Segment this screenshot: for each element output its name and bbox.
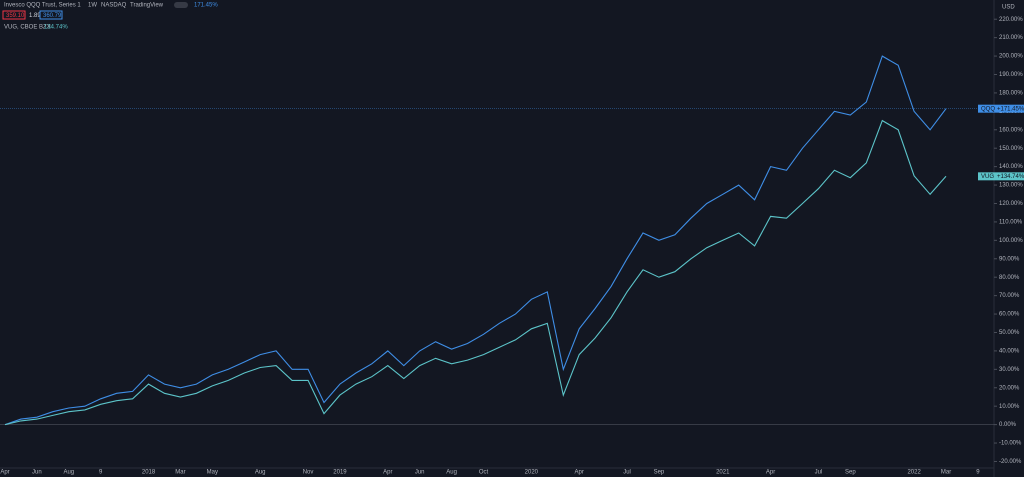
y-tick-label: 110.00% xyxy=(999,219,1023,225)
price-box xyxy=(39,10,63,20)
y-tick-label: 220.00% xyxy=(999,17,1023,23)
interval: 1W xyxy=(88,3,97,9)
y-tick-label: 120.00% xyxy=(999,201,1023,207)
y-tick-label: 190.00% xyxy=(999,72,1023,78)
price-label-value: +171.45% xyxy=(997,106,1024,112)
y-tick-label: 40.00% xyxy=(999,348,1020,354)
symbol: Invesco QQQ Trust, Series 1 xyxy=(4,3,81,9)
series-line xyxy=(4,119,947,426)
x-tick-label: Mar xyxy=(941,470,951,476)
price-label-name: VUG xyxy=(981,174,994,180)
x-tick-label: 2018 xyxy=(142,470,156,476)
x-tick-label: Mar xyxy=(175,470,185,476)
price-label-value: +134.74% xyxy=(997,174,1024,180)
x-tick-label: 2021 xyxy=(716,470,730,476)
x-tick-label: Jun xyxy=(415,470,425,476)
x-tick-label: Apr xyxy=(0,470,9,476)
exchange: NASDAQ xyxy=(101,3,127,9)
x-tick-label: 2020 xyxy=(525,470,539,476)
y-tick-label: 30.00% xyxy=(999,367,1020,373)
price-box-text: 1.89 xyxy=(29,13,41,19)
x-tick-label: Nov xyxy=(303,470,314,476)
y-tick-label: 200.00% xyxy=(999,54,1023,60)
x-tick-label: Apr xyxy=(383,470,392,476)
y-tick-label: 60.00% xyxy=(999,312,1020,318)
price-box-text: 360.79 xyxy=(43,13,62,19)
series-line xyxy=(4,55,947,426)
x-tick-label: 2022 xyxy=(907,470,921,476)
unit: USD xyxy=(1002,5,1015,11)
y-tick-label: 150.00% xyxy=(999,146,1023,152)
y-tick-label: 50.00% xyxy=(999,330,1020,336)
x-tick-label: Sep xyxy=(845,470,856,476)
x-tick-label: Aug xyxy=(446,470,457,476)
y-tick-label: 140.00% xyxy=(999,164,1023,170)
x-tick-label: Aug xyxy=(63,470,74,476)
y-tick-label: 100.00% xyxy=(999,238,1023,244)
y-tick-label: 130.00% xyxy=(999,183,1023,189)
x-tick-label: 9 xyxy=(99,470,103,476)
x-tick-label: Jun xyxy=(32,470,42,476)
x-tick-label: 9 xyxy=(976,470,980,476)
x-tick-label: Oct xyxy=(479,470,489,476)
price-label-name: QQQ xyxy=(981,106,995,112)
y-tick-label: 80.00% xyxy=(999,275,1020,281)
y-tick-label: 20.00% xyxy=(999,385,1020,391)
y-tick-label: -10.00% xyxy=(999,441,1022,447)
y-tick-label: 10.00% xyxy=(999,404,1020,410)
x-tick-label: Jul xyxy=(623,470,631,476)
x-tick-label: May xyxy=(207,470,218,476)
x-tick-label: Aug xyxy=(255,470,266,476)
x-tick-label: Apr xyxy=(766,470,775,476)
toggle[interactable] xyxy=(174,2,188,8)
compare-label: VUG, CBOE BZX xyxy=(4,25,51,31)
x-tick-label: Sep xyxy=(654,470,665,476)
y-tick-label: 180.00% xyxy=(999,91,1023,97)
y-tick-label: 210.00% xyxy=(999,35,1023,41)
price-label-bg xyxy=(978,104,1024,113)
y-tick-label: -20.00% xyxy=(999,459,1022,465)
price-box xyxy=(2,10,26,20)
price-label-bg xyxy=(978,172,1024,181)
y-tick-label: 90.00% xyxy=(999,256,1020,262)
compare-change: 134.74% xyxy=(44,25,68,31)
source: TradingView xyxy=(130,3,164,9)
change: 171.45% xyxy=(194,3,218,9)
x-tick-label: 2019 xyxy=(333,470,347,476)
y-tick-label: 160.00% xyxy=(999,127,1023,133)
price-box-text: 359.10 xyxy=(6,13,25,19)
x-tick-label: Jul xyxy=(815,470,823,476)
y-tick-label: 70.00% xyxy=(999,293,1020,299)
x-tick-label: Apr xyxy=(575,470,584,476)
y-tick-label: 0.00% xyxy=(999,422,1017,428)
